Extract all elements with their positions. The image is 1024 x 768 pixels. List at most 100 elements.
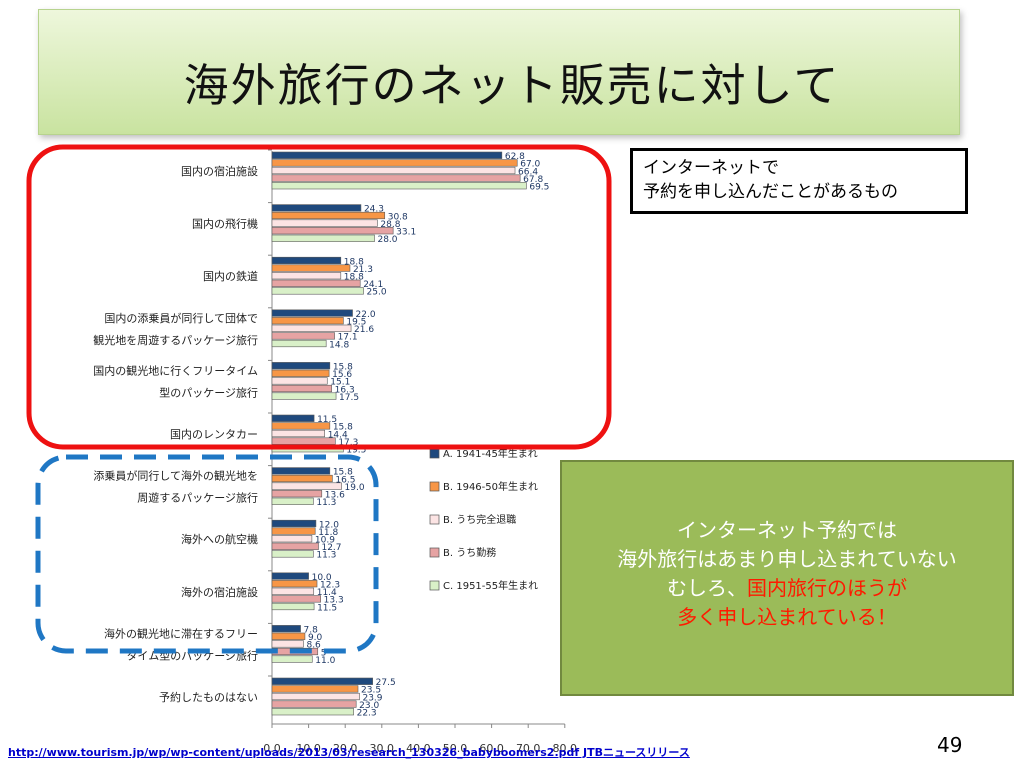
legend-label: C. 1951-55年生まれ xyxy=(443,579,538,592)
category-label: 観光地を周遊するパッケージ旅行 xyxy=(93,333,258,347)
x-tick-label: 60.0 xyxy=(479,742,504,755)
data-label: 15.8 xyxy=(333,363,353,373)
data-label: 67.0 xyxy=(520,160,540,170)
bar xyxy=(271,211,386,220)
bar xyxy=(271,392,337,400)
bar xyxy=(271,519,317,528)
data-label: 23.0 xyxy=(359,701,379,711)
data-label: 11.4 xyxy=(317,588,337,598)
data-label: 16.3 xyxy=(335,385,355,395)
summary-note: インターネット予約では 海外旅行はあまり申し込まれていない むしろ、国内旅行のほ… xyxy=(560,460,1014,696)
source-link[interactable]: http://www.tourism.jp/wp/wp-content/uplo… xyxy=(8,746,690,759)
legend-label: B. うち勤務 xyxy=(443,546,496,559)
data-label: 66.4 xyxy=(518,167,538,177)
legend-swatch xyxy=(429,448,440,459)
legend-swatch xyxy=(429,580,440,591)
data-label: 23.9 xyxy=(362,693,382,703)
data-label: 11.3 xyxy=(316,551,336,561)
bar xyxy=(271,572,309,580)
data-label: 18.8 xyxy=(344,257,364,267)
data-label: 17.3 xyxy=(338,438,358,448)
bar xyxy=(271,227,394,235)
data-label: 17.1 xyxy=(338,333,358,343)
bar xyxy=(271,685,359,693)
x-tick-label: 50.0 xyxy=(443,742,468,755)
highlight-frame-domestic xyxy=(26,144,612,450)
bar xyxy=(271,377,328,385)
legend-label: A. 1941-45年生まれ xyxy=(443,447,538,460)
bar xyxy=(271,422,331,430)
title-banner xyxy=(38,9,960,135)
x-tick-label: 70.0 xyxy=(516,742,541,755)
data-label: 15.8 xyxy=(333,423,353,433)
bar xyxy=(271,640,304,648)
bar xyxy=(271,550,314,558)
data-label: 14.8 xyxy=(329,340,349,350)
data-label: 27.5 xyxy=(376,678,396,688)
bar xyxy=(271,151,503,159)
category-label: 国内のレンタカー xyxy=(170,427,258,441)
data-label: 69.5 xyxy=(529,183,549,193)
bar xyxy=(271,264,351,272)
data-label: 33.1 xyxy=(396,228,416,238)
bar xyxy=(271,535,313,543)
bar xyxy=(271,339,327,348)
bar xyxy=(271,692,360,701)
callout-line: 予約を申し込んだことがあるもの xyxy=(643,182,898,202)
bar xyxy=(271,332,335,340)
bar xyxy=(271,482,342,490)
bar xyxy=(271,369,330,377)
note-line: むしろ、国内旅行のほうが xyxy=(562,574,1012,603)
data-label: 11.5 xyxy=(317,603,337,613)
bar xyxy=(271,632,306,640)
data-label: 14.4 xyxy=(328,430,348,440)
data-label: 19.0 xyxy=(345,483,365,493)
bar xyxy=(271,287,364,295)
bar xyxy=(271,437,336,445)
data-label: 17.5 xyxy=(339,393,359,403)
bar xyxy=(271,204,362,212)
bar xyxy=(271,625,301,633)
data-label: 8.6 xyxy=(306,641,321,651)
category-label: 予約したものはない xyxy=(159,690,258,704)
note-highlight: 国内旅行のほうが xyxy=(747,576,907,600)
bar xyxy=(271,166,516,175)
data-label: 5 xyxy=(321,648,327,658)
data-label: 12.7 xyxy=(321,543,341,553)
data-label: 10.9 xyxy=(315,536,335,546)
x-tick-label: 10.0 xyxy=(296,742,321,755)
data-label: 67.8 xyxy=(523,175,543,185)
data-label: 9.0 xyxy=(308,633,323,643)
data-label: 21.3 xyxy=(353,265,373,275)
bar xyxy=(271,317,344,325)
data-label: 28.8 xyxy=(380,220,400,230)
bar xyxy=(271,272,342,280)
data-label: 28.0 xyxy=(377,235,397,245)
bar xyxy=(271,700,357,708)
bar xyxy=(271,324,352,332)
bar xyxy=(271,497,314,505)
data-label: 21.6 xyxy=(354,325,374,335)
category-label: 国内の観光地に行くフリータイム xyxy=(93,363,258,377)
data-label: 62.8 xyxy=(505,152,525,162)
category-label: 国内の宿泊施設 xyxy=(181,164,258,178)
note-highlight: 多く申し込まれている！ xyxy=(677,605,897,629)
bar xyxy=(271,587,315,595)
bar xyxy=(271,677,373,685)
bar xyxy=(271,309,353,317)
bar xyxy=(271,490,323,498)
data-label: 25.0 xyxy=(367,288,387,298)
bar xyxy=(271,527,316,535)
bar xyxy=(271,182,527,190)
callout-box: インターネットで 予約を申し込んだことがあるもの xyxy=(630,148,968,214)
data-label: 15.6 xyxy=(332,370,352,380)
bar xyxy=(271,159,518,167)
category-label: 国内の飛行機 xyxy=(192,217,258,231)
data-label: 15.1 xyxy=(330,378,350,388)
page-title: 海外旅行のネット販売に対して xyxy=(183,59,841,112)
bar xyxy=(271,595,321,603)
category-label: 国内の添乗員が同行して団体で xyxy=(104,311,258,325)
note-text: むしろ、 xyxy=(667,576,747,600)
bar xyxy=(271,279,361,287)
